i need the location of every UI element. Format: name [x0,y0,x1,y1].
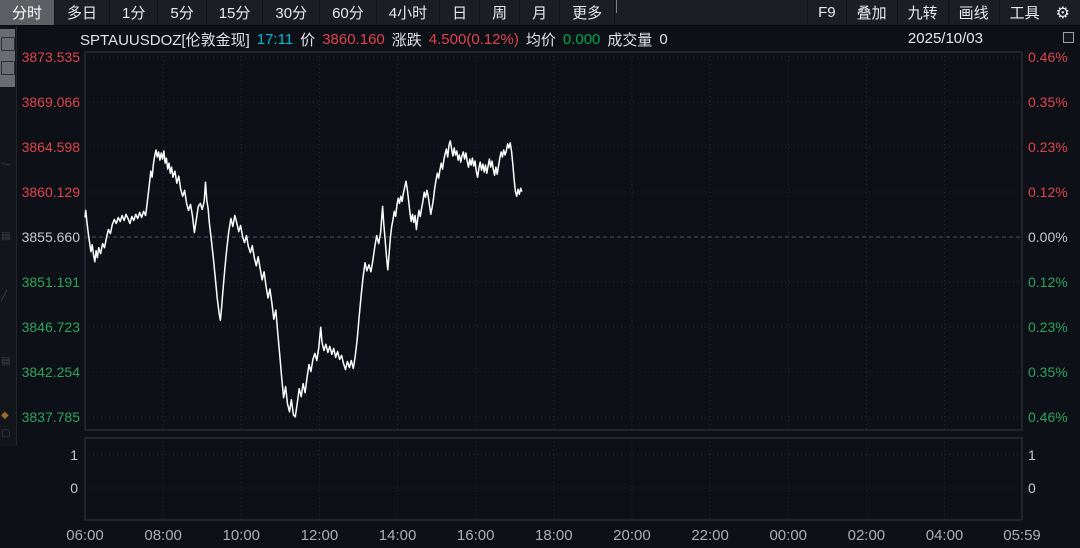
change-label: 涨跌 [391,31,422,49]
toolbar-button-工具[interactable]: 工具 [998,0,1050,25]
pct-tick-label: 0.35% [1028,363,1068,380]
crosshair-tool-icon[interactable] [1,37,15,51]
toolbar-right-buttons: F9 叠加 九转 画线 工具 ⚙ [807,0,1080,25]
time-tick-label: 22:00 [691,527,729,544]
tab-5分[interactable]: 5分 [158,0,207,25]
tab-15分[interactable]: 15分 [207,0,264,25]
quote-time: 17:11 [256,30,294,48]
strip-glyph-icon: ▤ [1,356,11,367]
price-tick-label: 3846.723 [21,318,80,335]
time-tick-label: 20:00 [613,527,651,544]
price-tick-label: 3873.535 [21,49,80,65]
tab-日[interactable]: 日 [440,0,481,25]
price-tick-label: 3837.785 [21,408,80,425]
volume-tick-label-right: 1 [1028,447,1036,463]
toolbar-button-九转[interactable]: 九转 [896,0,948,25]
mini-window-icon[interactable] [1063,32,1074,43]
strip-glyph-icon: 〜 [1,160,11,171]
price-tick-label: 3851.191 [21,274,80,290]
volume-tick-label-left: 1 [70,447,78,463]
price-tick-label: 3855.660 [21,229,80,245]
tab-分时[interactable]: 分时 [0,0,56,25]
topbar-divider [616,0,617,13]
price-line [84,140,523,418]
volume-tick-label-right: 0 [1028,480,1036,496]
change-value: 4.500(0.12%) [428,30,519,48]
toolbar-button-叠加[interactable]: 叠加 [845,0,897,25]
price-tick-label: 3869.066 [21,94,80,110]
time-tick-label: 05:59 [1003,527,1041,544]
avg-label: 均价 [525,31,556,49]
pct-tick-label: 0.12% [1028,274,1068,290]
avg-value: 0.000 [562,30,601,48]
left-tool-strip: 〜 ▤ ╱ ▤ ◆ ▢ [0,26,17,446]
volume-value: 0 [659,30,668,48]
time-tick-label: 00:00 [769,527,808,544]
tab-4小时[interactable]: 4小时 [377,0,441,25]
price-tick-label: 3864.598 [21,138,80,155]
rectangle-tool-icon[interactable] [1,61,15,75]
tab-周[interactable]: 周 [480,0,521,25]
time-tick-label: 02:00 [847,527,886,544]
price-tick-label: 3842.254 [21,363,80,380]
tab-60分[interactable]: 60分 [320,0,377,25]
time-tick-label: 04:00 [925,527,964,544]
quote-date: 2025/10/03 [907,30,983,47]
time-tick-label: 18:00 [535,527,573,544]
time-tick-label: 06:00 [66,527,104,544]
time-tick-label: 10:00 [222,527,261,544]
price-label: 价 [300,31,316,49]
tab-多日[interactable]: 多日 [55,0,111,25]
period-tabbar: 分时 多日 1分 5分 15分 30分 60分 4小时日周月更多 F9 叠加 九转 画线 工具 ⚙ [0,0,1080,26]
tool-strip-panel [0,29,15,87]
volume-label: 成交量 [607,31,653,49]
volume-tick-label-left: 0 [70,480,78,496]
tab-1分[interactable]: 1分 [110,0,159,25]
tab-月[interactable]: 月 [520,0,561,25]
strip-glyph-highlight-icon: ◆ [1,410,9,421]
strip-glyph-icon: ▢ [1,428,11,439]
gear-icon[interactable]: ⚙ [1055,4,1070,22]
pct-tick-label: 0.46% [1028,49,1068,65]
time-tick-label: 16:00 [456,527,495,544]
pct-tick-label: 0.46% [1028,408,1068,425]
pct-tick-label: 0.12% [1028,183,1068,200]
pct-tick-label: 0.00% [1028,229,1068,245]
time-tick-label: 12:00 [300,527,339,544]
toolbar-button-画线[interactable]: 画线 [947,0,999,25]
quote-info-bar: SPTAUUSDOZ[伦敦金现] 17:11 价 3860.160 涨跌 4.5… [80,28,1080,50]
time-tick-label: 14:00 [378,527,417,544]
price-tick-label: 3860.129 [21,183,80,200]
symbol-name: SPTAUUSDOZ[伦敦金现] [80,31,250,49]
strip-glyph-icon: ╱ [1,291,8,302]
pct-tick-label: 0.23% [1028,138,1068,155]
tab-30分[interactable]: 30分 [263,0,321,25]
time-tick-label: 08:00 [144,527,182,544]
pct-tick-label: 0.23% [1028,318,1068,335]
pct-tick-label: 0.35% [1028,94,1068,110]
tab-更多[interactable]: 更多 [560,0,616,25]
toolbar-button-F9[interactable]: F9 [807,0,846,25]
price-value: 3860.160 [322,30,385,48]
strip-glyph-icon: ▤ [1,231,11,242]
